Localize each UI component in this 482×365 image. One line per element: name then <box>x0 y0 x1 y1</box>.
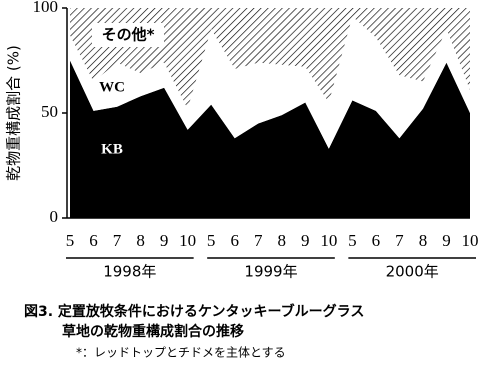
x-tick-label: 8 <box>278 231 287 250</box>
x-tick-label: 9 <box>442 231 451 250</box>
x-tick-label: 10 <box>462 231 479 250</box>
caption: 図3. 定置放牧条件におけるケンタッキーブルーグラス <box>24 303 364 320</box>
area <box>70 60 470 218</box>
area <box>70 8 470 109</box>
x-tick-label: 9 <box>160 231 169 250</box>
x-tick-label: 7 <box>254 231 263 250</box>
y-axis-label: 乾物重構成割合 (%) <box>5 45 23 181</box>
x-tick-label: 7 <box>395 231 404 250</box>
x-tick-label: 8 <box>136 231 145 250</box>
x-tick-label: 9 <box>301 231 310 250</box>
x-tick-label: 10 <box>320 231 337 250</box>
area <box>70 16 470 149</box>
x-tick-label: 5 <box>66 231 75 250</box>
x-tick-label: 8 <box>419 231 428 250</box>
x-tick-label: 6 <box>372 231 381 250</box>
caption: 草地の乾物重構成割合の推移 <box>62 323 244 340</box>
x-tick-label: 10 <box>179 231 196 250</box>
x-tick-label: 5 <box>348 231 357 250</box>
x-tick-label: 6 <box>89 231 98 250</box>
series-label: KB <box>101 141 123 157</box>
series-label: WC <box>99 79 125 95</box>
label-box <box>92 23 164 47</box>
caption-note: *：レッドトップとチドメを主体とする <box>76 346 286 360</box>
x-tick-label: 6 <box>230 231 239 250</box>
y-tick-label: 100 <box>33 0 59 16</box>
y-tick-label: 0 <box>50 207 59 226</box>
group-label: 1998年 <box>103 263 156 281</box>
x-tick-label: 5 <box>207 231 216 250</box>
x-tick-label: 7 <box>113 231 122 250</box>
series-label: その他* <box>102 26 155 44</box>
group-label: 2000年 <box>386 263 439 281</box>
y-tick-label: 50 <box>41 102 58 121</box>
group-label: 1999年 <box>244 263 297 281</box>
